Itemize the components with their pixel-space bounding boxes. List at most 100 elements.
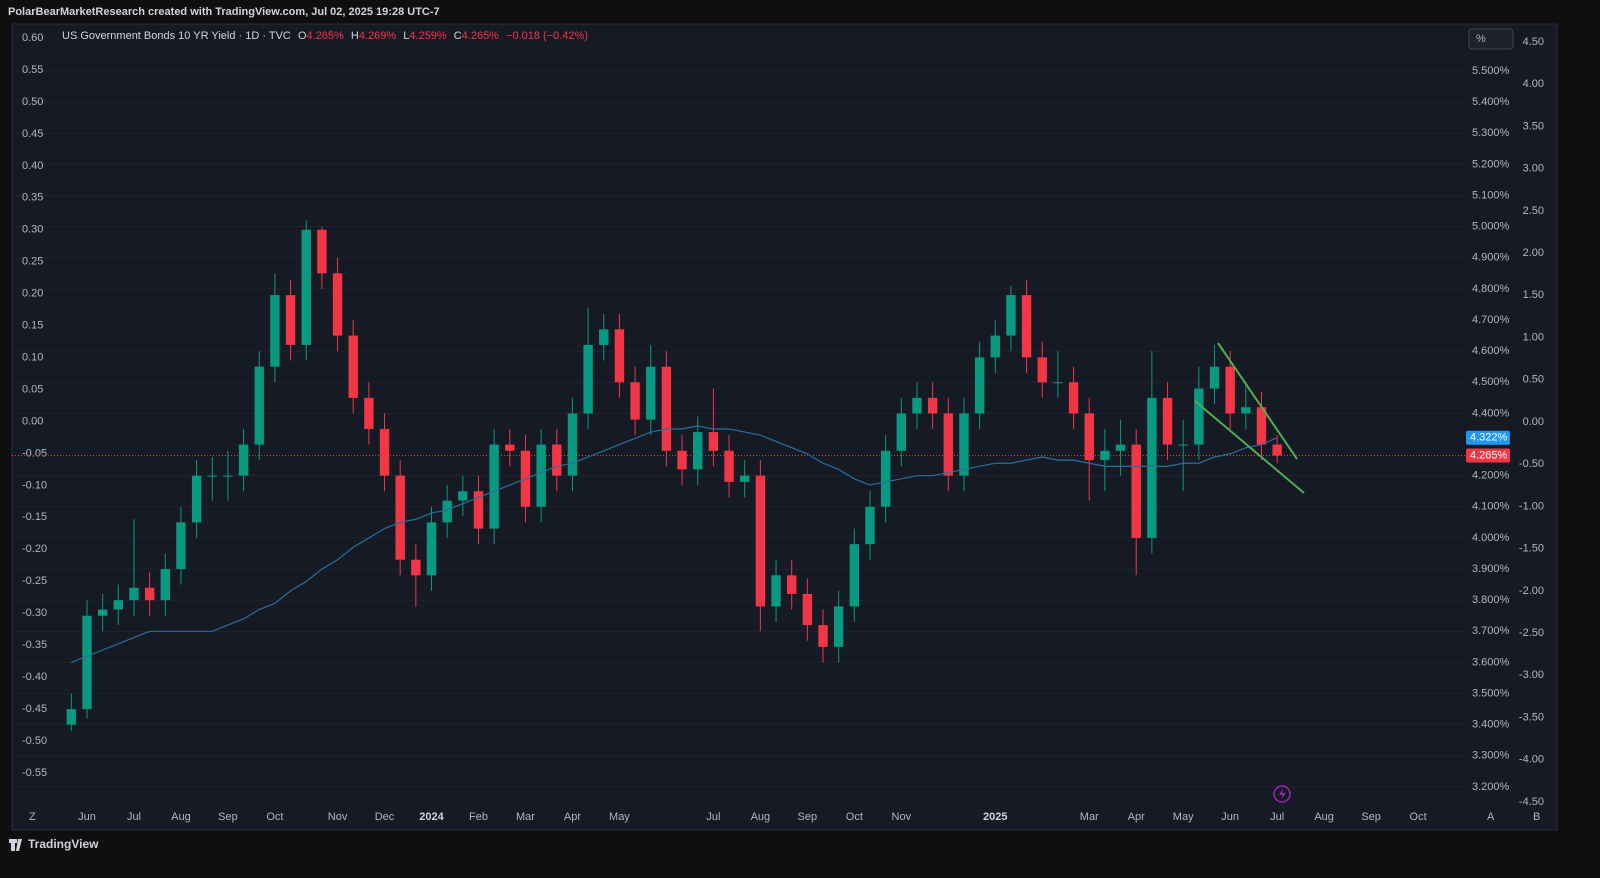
candle-body: [489, 444, 499, 529]
candle-body: [505, 444, 515, 451]
y-tick-label: 4.400%: [1472, 407, 1510, 419]
y-tick-label: 0.45: [22, 128, 43, 140]
y-tick-label: 5.200%: [1472, 158, 1510, 170]
candle-body: [708, 432, 719, 451]
corner-button[interactable]: B: [1533, 811, 1540, 823]
candle-body: [1194, 388, 1204, 445]
candle-body: [630, 382, 640, 420]
price-badge-label: 4.322%: [1470, 432, 1508, 444]
y-tick-label: 2.50: [1523, 205, 1544, 217]
corner-button[interactable]: A: [1487, 811, 1495, 823]
y-tick-label: 0.30: [22, 224, 43, 236]
x-tick-label: Nov: [328, 811, 348, 823]
x-tick-label: Sep: [798, 811, 818, 823]
candle-body: [1084, 413, 1094, 461]
plot: 5.500% 5.400% 5.300% 5.200% 5.100% 5.000% 4.90…: [12, 32, 1544, 823]
y-tick-label: 4.700%: [1472, 314, 1510, 326]
x-tick-label: Nov: [892, 811, 912, 823]
candle-body: [1241, 407, 1251, 414]
x-tick-label: May: [1173, 811, 1194, 823]
candle-body: [301, 229, 311, 345]
change: −0.018 (−0.42%): [506, 30, 588, 42]
y-tick-label: 4.00: [1523, 78, 1544, 90]
x-tick-label: Jul: [127, 811, 141, 823]
y-tick-label: 0.60: [22, 32, 43, 44]
x-tick-label: Jul: [1270, 811, 1284, 823]
candle-body: [974, 357, 985, 414]
moving-average: [71, 425, 1278, 664]
candle-body: [646, 366, 656, 420]
y-tick-label: -0.55: [22, 767, 47, 779]
candle-body: [82, 615, 92, 710]
y-tick-label: -1.50: [1519, 543, 1544, 555]
y-tick-label: -4.50: [1519, 796, 1544, 808]
y-tick-label: 0.05: [22, 383, 43, 395]
x-tick-label: 2025: [983, 811, 1007, 823]
candle-body: [332, 273, 343, 336]
candle-body: [379, 428, 390, 476]
y-tick-label: -2.50: [1519, 627, 1544, 639]
y-tick-label: 5.500%: [1472, 65, 1510, 77]
candle-body: [1272, 444, 1282, 456]
c-value: 4.265%: [462, 30, 500, 42]
y-tick-label: 0.15: [22, 320, 43, 332]
y-tick-label: -0.20: [22, 543, 47, 555]
candle-body: [191, 475, 202, 523]
alert-icon[interactable]: [1273, 785, 1291, 803]
y-tick-label: 4.100%: [1472, 501, 1510, 513]
candle-body: [270, 295, 280, 367]
y-tick-label: -0.15: [22, 511, 47, 523]
unit-button-label[interactable]: %: [1476, 33, 1486, 45]
candle-body: [160, 569, 170, 601]
candle-body: [411, 559, 421, 576]
y-tick-label: 3.50: [1523, 120, 1544, 132]
y-tick-label: 3.700%: [1472, 625, 1510, 637]
unit-button[interactable]: [1468, 28, 1514, 50]
candle-body: [599, 329, 609, 345]
candle-body: [207, 475, 217, 477]
y-tick-label: 4.600%: [1472, 345, 1510, 357]
x-tick-label: Jun: [78, 811, 96, 823]
candle-body: [223, 475, 233, 477]
o-value: 4.265%: [307, 30, 345, 42]
candle-body: [880, 450, 891, 507]
y-tick-label: 0.00: [22, 415, 43, 427]
candle-body: [567, 413, 578, 476]
candle-body: [364, 397, 374, 429]
alert-bolt: [1279, 788, 1286, 800]
candle-body: [113, 600, 124, 610]
y-tick-label: -0.50: [1519, 458, 1544, 470]
x-tick-label: Oct: [846, 811, 863, 823]
y-tick-label: -2.00: [1519, 585, 1544, 597]
symbol: US Government Bonds 10 YR Yield · 1D · T…: [62, 30, 291, 42]
trendline: [1217, 342, 1298, 460]
x-tick-label: Jun: [1221, 811, 1239, 823]
y-tick-label: 0.55: [22, 64, 43, 76]
corner-button[interactable]: Z: [29, 811, 36, 823]
candle-body: [959, 413, 969, 476]
x-tick-label: Dec: [375, 811, 395, 823]
x-tick-label: Jul: [706, 811, 720, 823]
candle-body: [693, 432, 703, 470]
candle-body: [771, 575, 781, 607]
y-tick-label: 1.50: [1523, 289, 1544, 301]
y-tick-label: 0.50: [22, 96, 43, 108]
x-tick-label: May: [609, 811, 630, 823]
x-tick-label: Apr: [564, 811, 581, 823]
candle-body: [473, 491, 484, 529]
y-tick-label: 2.00: [1523, 247, 1544, 259]
candle-body: [395, 475, 405, 560]
candle-body: [536, 444, 546, 507]
y-tick-label: 1.00: [1523, 331, 1544, 343]
candle-body: [1162, 397, 1173, 445]
y-tick-label: -0.35: [22, 639, 47, 651]
price-badge: [1466, 430, 1510, 445]
y-tick-label: -0.40: [22, 671, 47, 683]
x-tick-label: 2024: [419, 811, 444, 823]
x-tick-label: Apr: [1128, 811, 1145, 823]
x-tick-label: Aug: [171, 811, 191, 823]
y-tick-label: 5.300%: [1472, 127, 1510, 139]
y-tick-label: 4.800%: [1472, 283, 1510, 295]
candle-body: [849, 544, 860, 607]
y-tick-label: 4.500%: [1472, 376, 1510, 388]
